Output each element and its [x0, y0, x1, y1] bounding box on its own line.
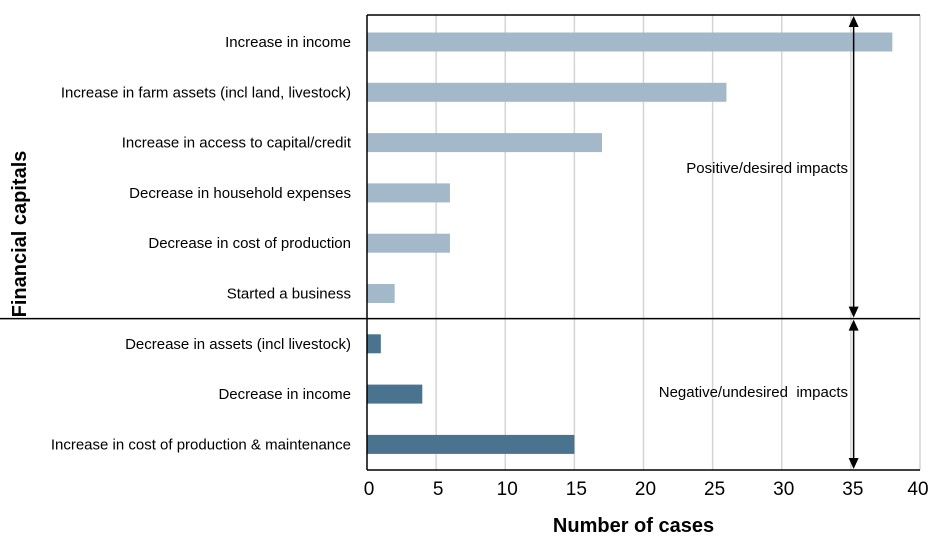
group-label-1: Positive/desired impacts [686, 160, 848, 177]
bar-1 [367, 32, 893, 52]
bar-3 [367, 133, 603, 153]
x-tick-label-15: 15 [566, 479, 587, 500]
category-label-7: Decrease in assets (incl livestock) [125, 336, 351, 353]
category-label-3: Increase in access to capital/credit [122, 135, 352, 152]
x-tick-label-40: 40 [907, 479, 928, 500]
group-arrow-head-bottom-2 [848, 458, 859, 469]
group-arrow-head-bottom-1 [848, 306, 859, 318]
x-tick-label-5: 5 [433, 479, 444, 500]
bar-5 [367, 233, 450, 253]
x-tick-label-20: 20 [635, 479, 656, 500]
y-axis-title: Financial capitals [9, 151, 31, 318]
x-tick-labels: 0 5 10 15 20 25 30 35 40 [364, 479, 929, 500]
bar-7 [367, 334, 381, 354]
category-label-1: Increase in income [225, 34, 351, 51]
x-tick-label-0: 0 [364, 479, 375, 500]
x-tick-label-25: 25 [704, 479, 725, 500]
x-tick-label-35: 35 [842, 479, 863, 500]
category-label-9: Increase in cost of production & mainten… [51, 436, 351, 453]
bar-8 [367, 384, 423, 404]
group-label-2: Negative/undesired impacts [659, 384, 848, 401]
category-label-5: Decrease in cost of production [148, 235, 351, 252]
category-label-4: Decrease in household expenses [129, 185, 351, 202]
category-label-8: Decrease in income [218, 386, 351, 403]
bar-6 [367, 284, 395, 303]
group-arrow-head-top-2 [848, 319, 859, 331]
bar-9 [367, 434, 575, 454]
category-labels: Increase in income Increase in farm asset… [51, 34, 352, 453]
x-axis-title: Number of cases [553, 515, 714, 536]
bars-layer [367, 32, 893, 454]
frame-layer [0, 14, 920, 471]
category-label-2: Increase in farm assets (incl land, live… [61, 84, 351, 101]
x-tick-label-30: 30 [773, 479, 794, 500]
bar-2 [367, 82, 727, 102]
category-label-6: Started a business [227, 286, 351, 303]
group-arrow-head-top-1 [848, 16, 859, 27]
bar-4 [367, 183, 450, 203]
x-tick-label-10: 10 [497, 479, 518, 500]
annotations: Positive/desired impacts Negative/undesir… [659, 16, 859, 469]
